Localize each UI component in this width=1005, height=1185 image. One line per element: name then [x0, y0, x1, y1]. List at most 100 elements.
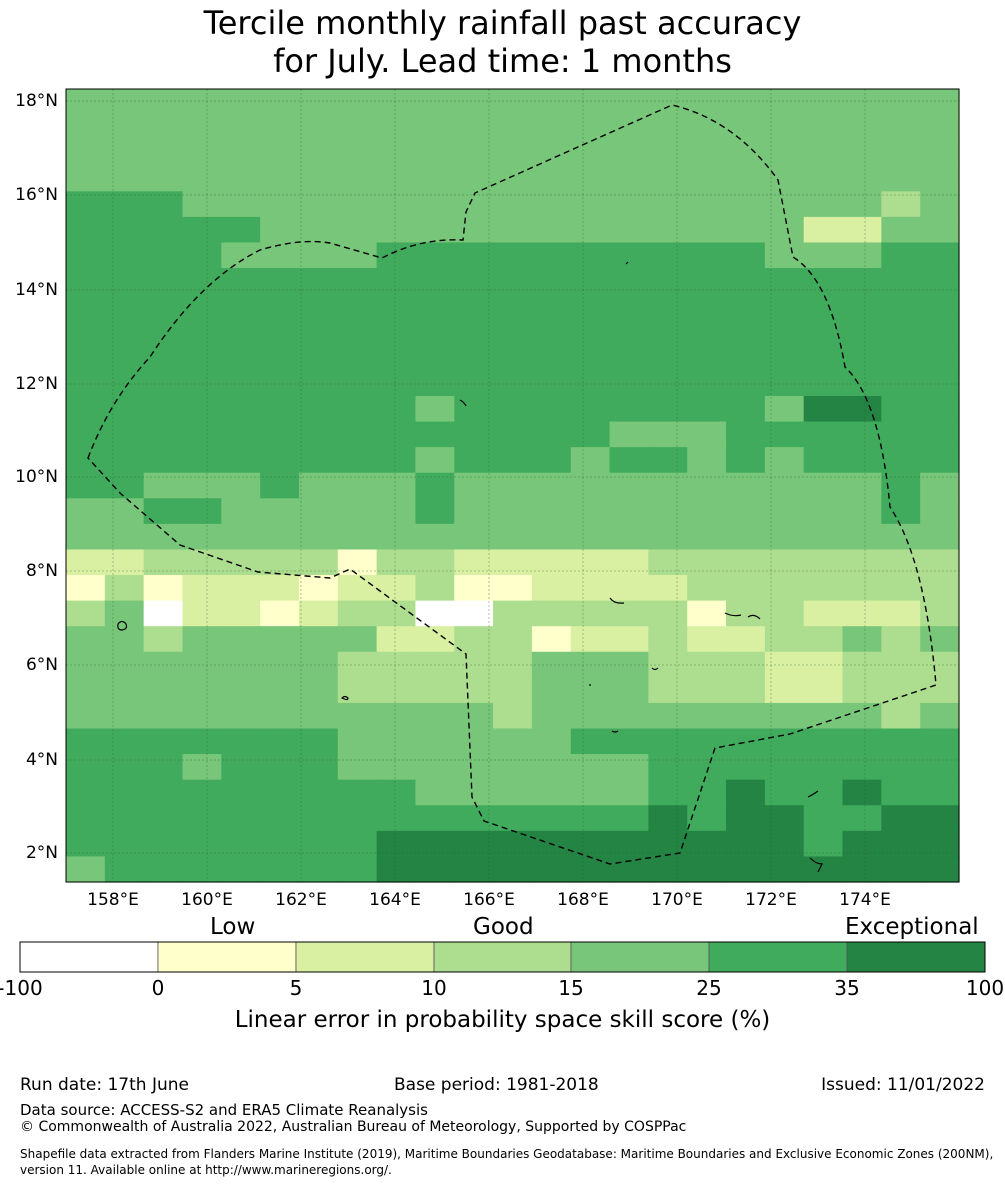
skill-cell [104, 754, 145, 781]
skill-cell [376, 140, 417, 167]
skill-cell [143, 140, 184, 167]
skill-cell [570, 344, 611, 371]
skill-cell [764, 830, 805, 858]
skill-cell [415, 293, 455, 320]
skill-cell [454, 344, 494, 371]
skill-cell [842, 575, 882, 602]
skill-cell [415, 89, 455, 116]
skill-cell [842, 651, 882, 678]
skill-cell [454, 216, 494, 244]
skill-cell [298, 191, 339, 218]
skill-cell [648, 472, 688, 499]
skill-cell [454, 472, 494, 499]
skill-cell [143, 549, 184, 576]
skill-cell [221, 268, 261, 295]
skill-cell [687, 421, 727, 448]
skill-cell [104, 114, 145, 141]
skill-cell [260, 165, 300, 192]
skill-cell [803, 498, 844, 525]
skill-cell [764, 498, 805, 525]
skill-cell [842, 549, 882, 576]
skill-cell [881, 779, 921, 806]
skill-cell [687, 600, 727, 627]
skill-cell [66, 830, 106, 858]
skill-cell [920, 651, 960, 678]
skill-cell [182, 498, 222, 525]
skill-cell [842, 600, 882, 627]
skill-cell [609, 447, 649, 474]
skill-cell [531, 626, 572, 653]
skill-cell [881, 293, 921, 320]
skill-cell [726, 575, 766, 602]
skill-cell [764, 140, 805, 167]
skill-cell [609, 523, 649, 551]
skill-cell [609, 370, 649, 397]
skill-cell [920, 575, 960, 602]
skill-cell [726, 447, 766, 474]
skill-cell [260, 498, 300, 525]
skill-cell [531, 702, 572, 730]
skill-cell [726, 523, 766, 551]
skill-cell [376, 421, 417, 448]
skill-cell [143, 268, 184, 295]
skill-cell [260, 728, 300, 755]
skill-cell [570, 702, 611, 730]
skill-cell [66, 856, 106, 883]
skill-cell [260, 319, 300, 346]
skill-cell [687, 140, 727, 167]
skill-cell [66, 472, 106, 499]
skill-cell [842, 319, 882, 346]
skill-cell [726, 370, 766, 397]
skill-cell [143, 421, 184, 448]
skill-cell [221, 472, 261, 499]
skill-cell [803, 344, 844, 371]
skill-cell [415, 242, 455, 269]
skill-cell [764, 319, 805, 346]
skill-cell [881, 268, 921, 295]
skill-cell [104, 677, 145, 704]
skill-cell [842, 472, 882, 499]
lon-label: 172°E [745, 890, 797, 910]
skill-cell [687, 89, 727, 116]
skill-cell [493, 447, 533, 474]
skill-cell [260, 600, 300, 627]
skill-cell [726, 702, 766, 730]
skill-cell [609, 472, 649, 499]
skill-cell [493, 728, 533, 755]
skill-cell [881, 600, 921, 627]
skill-cell [221, 319, 261, 346]
skill-cell [609, 600, 649, 627]
skill-cell [66, 677, 106, 704]
skill-cell [648, 216, 688, 244]
skill-cell [493, 702, 533, 730]
skill-cell [415, 523, 455, 551]
skill-cell [104, 293, 145, 320]
skill-cell [842, 370, 882, 397]
skill-cell [920, 191, 960, 218]
skill-cell [531, 472, 572, 499]
skill-cell [803, 216, 844, 244]
lat-label: 2°N [25, 843, 58, 863]
colorbar-tick: 10 [421, 976, 447, 1000]
skill-cell [66, 319, 106, 346]
skill-cell [609, 575, 649, 602]
skill-cell [221, 626, 261, 653]
skill-cell [415, 779, 455, 806]
skill-cell [726, 89, 766, 116]
skill-cell [376, 702, 417, 730]
skill-cell [337, 779, 378, 806]
skill-cell [570, 89, 611, 116]
skill-cell [415, 344, 455, 371]
skill-cell [764, 754, 805, 781]
skill-cell [143, 447, 184, 474]
skill-cell [66, 89, 106, 116]
skill-cell [687, 344, 727, 371]
skill-cell [531, 754, 572, 781]
skill-cell [376, 89, 417, 116]
lon-label: 162°E [275, 890, 327, 910]
skill-cell [920, 293, 960, 320]
skill-cell [570, 395, 611, 423]
skill-cell [493, 140, 533, 167]
skill-cell [531, 447, 572, 474]
skill-cell [842, 293, 882, 320]
